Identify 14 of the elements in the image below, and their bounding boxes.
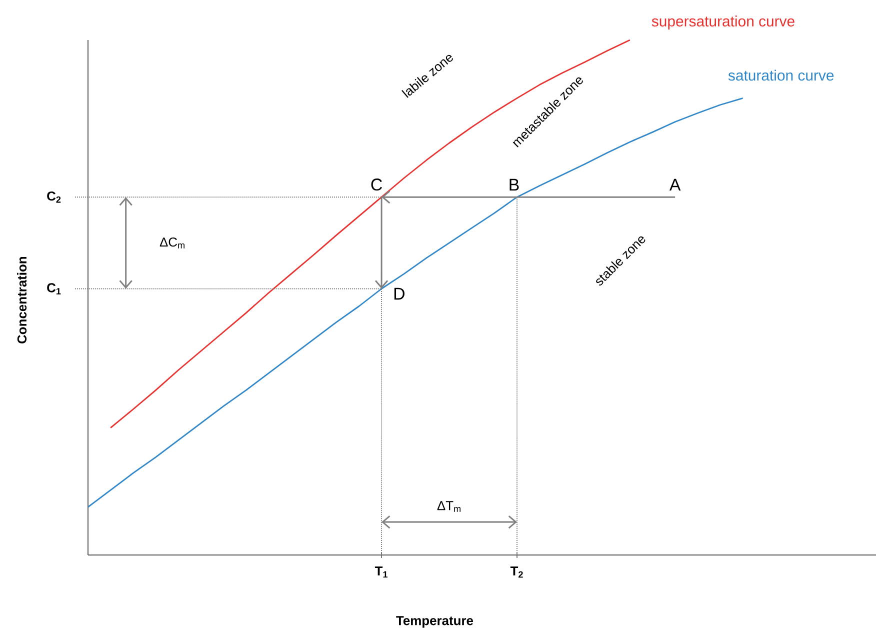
annotation: D [394, 288, 404, 300]
annotation: ΔC$_{m}$ [160, 237, 184, 248]
y-axis-title: Concentration [17, 256, 27, 344]
annotation: A [669, 178, 681, 191]
x-tick-label: T$_{1}$ [374, 566, 388, 578]
x-tick-label: T$_{2}$ [510, 566, 523, 578]
series-label: saturation curve [728, 70, 834, 81]
annotation: C [371, 178, 382, 191]
annotation: ΔT$_{m}$ [437, 501, 460, 512]
annotation: B [510, 178, 519, 191]
x-axis-title: Temperature [396, 616, 474, 628]
ref-line-label: C$_{2}$ [47, 191, 61, 203]
series-label: supersaturation curve [652, 16, 794, 30]
ref-line-label: C$_{1}$ [47, 283, 61, 294]
